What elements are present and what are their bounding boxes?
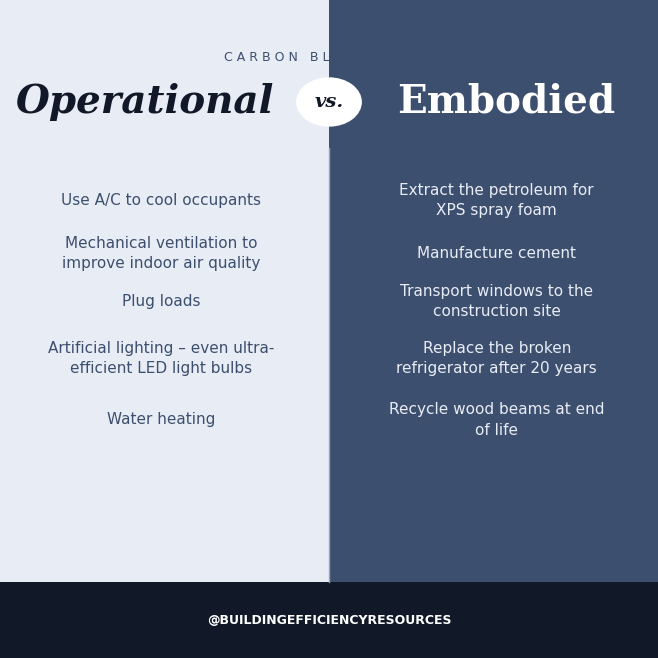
Text: Plug loads: Plug loads [122, 294, 201, 309]
Text: Manufacture cement: Manufacture cement [417, 246, 576, 261]
Text: C A R B O N   B L O G   S E R I E S: C A R B O N B L O G S E R I E S [224, 51, 434, 64]
Ellipse shape [296, 78, 362, 126]
FancyBboxPatch shape [0, 582, 658, 658]
Text: Use A/C to cool occupants: Use A/C to cool occupants [61, 193, 261, 208]
Text: Recycle wood beams at end
of life: Recycle wood beams at end of life [389, 402, 605, 438]
FancyBboxPatch shape [0, 0, 329, 658]
Text: Embodied: Embodied [397, 83, 616, 121]
Text: Operational: Operational [16, 83, 274, 121]
Text: Transport windows to the
construction site: Transport windows to the construction si… [400, 284, 594, 319]
FancyBboxPatch shape [329, 0, 658, 658]
Text: Artificial lighting – even ultra-
efficient LED light bulbs: Artificial lighting – even ultra- effici… [48, 341, 274, 376]
Text: vs.: vs. [315, 93, 343, 111]
Text: Extract the petroleum for
XPS spray foam: Extract the petroleum for XPS spray foam [399, 183, 594, 218]
Text: Mechanical ventilation to
improve indoor air quality: Mechanical ventilation to improve indoor… [62, 236, 261, 271]
Text: @BUILDINGEFFICIENCYRESOURCES: @BUILDINGEFFICIENCYRESOURCES [207, 614, 451, 627]
Text: Water heating: Water heating [107, 413, 215, 427]
Text: Replace the broken
refrigerator after 20 years: Replace the broken refrigerator after 20… [396, 341, 597, 376]
